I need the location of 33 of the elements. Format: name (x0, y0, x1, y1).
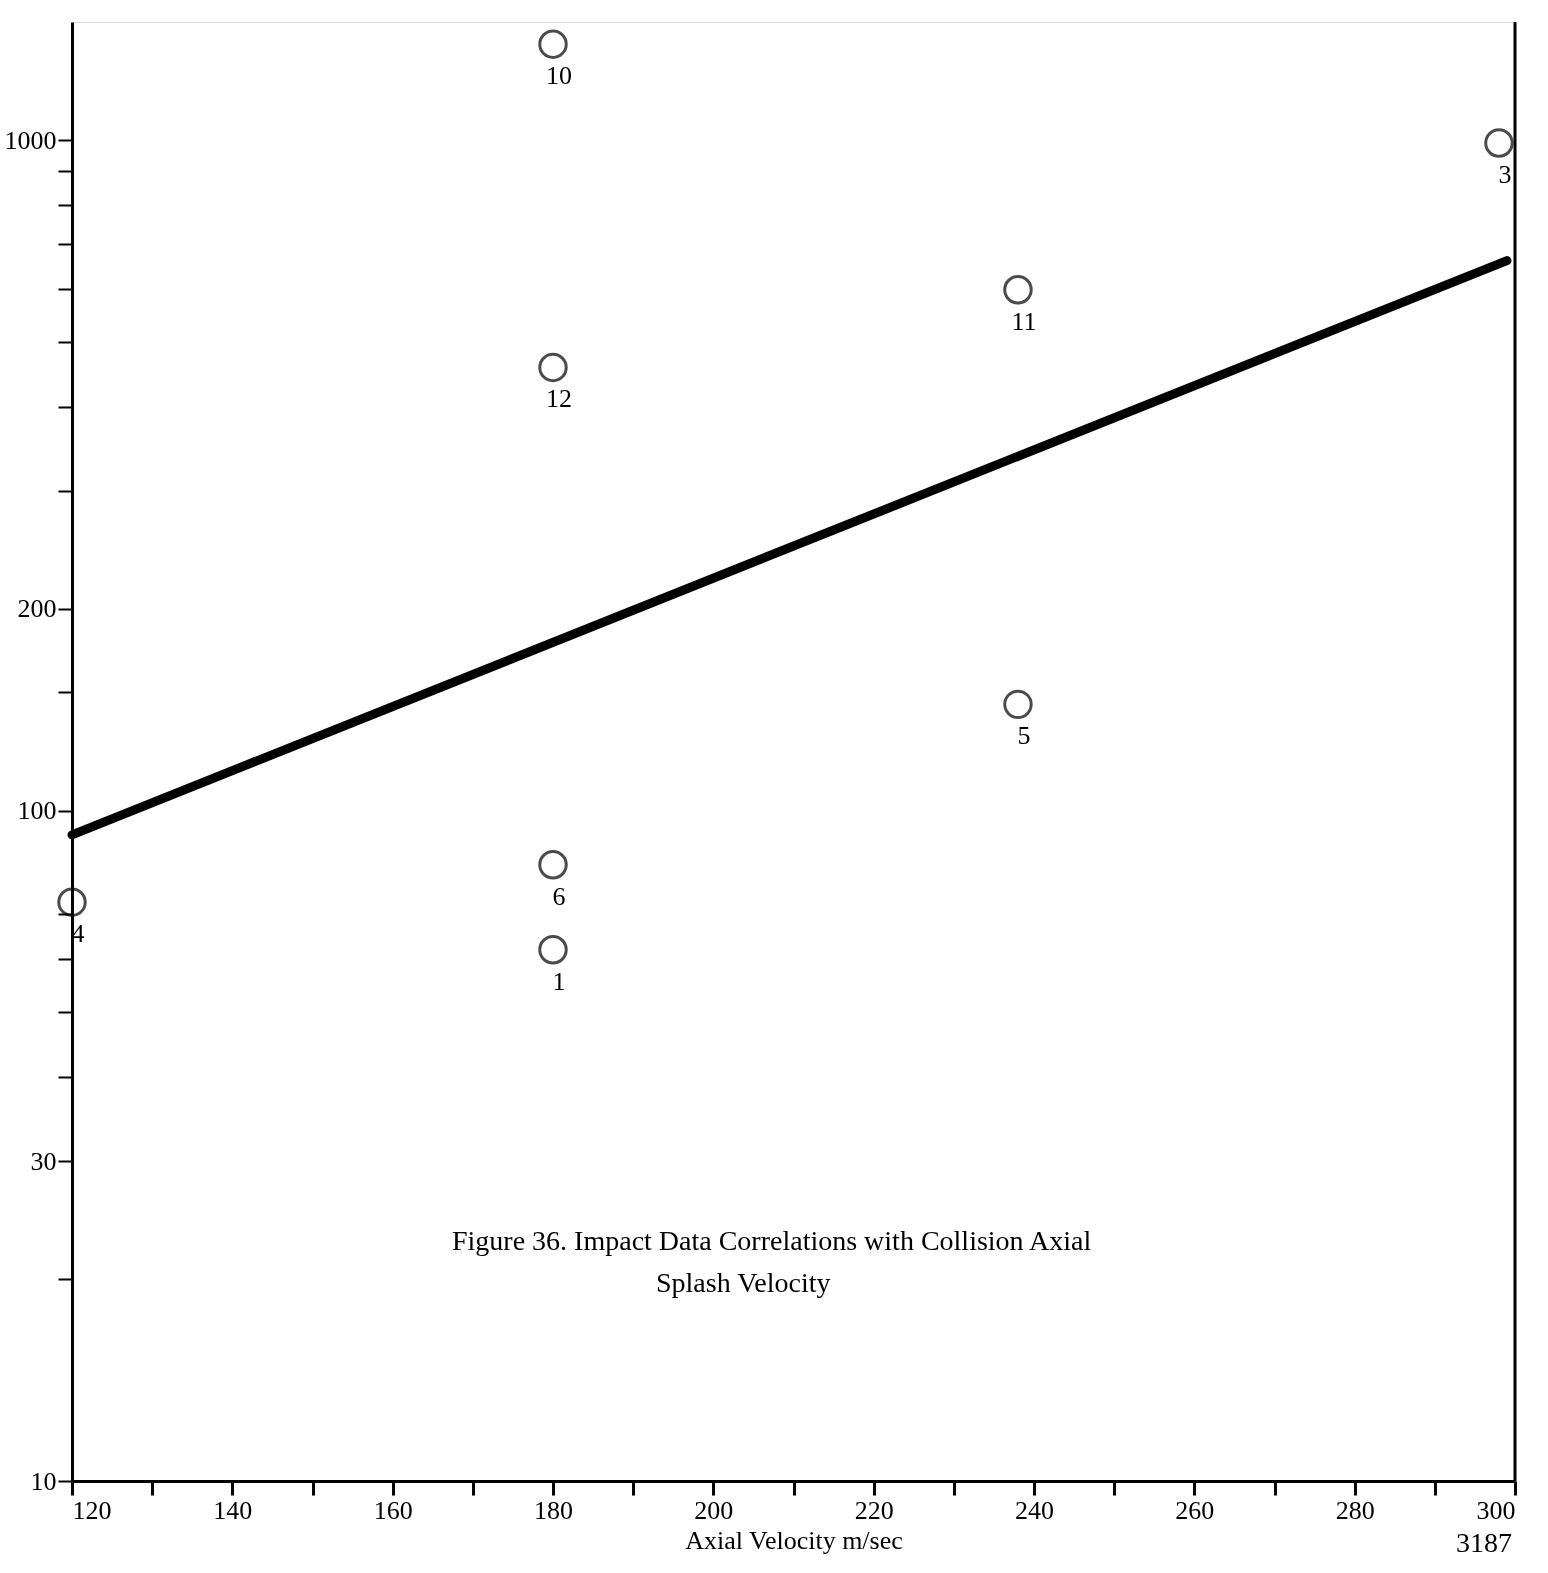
annotation: 11 (1011, 306, 1037, 336)
x-tick-label: 300 (1476, 1495, 1516, 1525)
point (1003, 689, 1033, 720)
x-tick-label: 160 (373, 1495, 413, 1525)
annotation: 12 (546, 384, 572, 414)
point (538, 935, 568, 965)
x-tick-label: 280 (1335, 1495, 1375, 1525)
annotation: 3 (1498, 159, 1512, 189)
x-tick-label: 200 (694, 1495, 734, 1525)
point (538, 352, 568, 383)
y-tick-label: 100 (17, 796, 57, 826)
x-tick-label: 240 (1015, 1495, 1054, 1525)
y-tick-label: 1000 (4, 125, 57, 155)
point (538, 850, 568, 880)
text: 3187 (1456, 1527, 1512, 1558)
y-tick-label: 10 (30, 1466, 57, 1496)
y-tick-label: 30 (30, 1146, 57, 1176)
x-tick-label: 220 (854, 1495, 894, 1525)
x-tick-label: 180 (534, 1495, 573, 1525)
annotation: 1 (552, 966, 566, 996)
x-tick-label: 140 (213, 1495, 253, 1525)
point (1003, 275, 1033, 305)
x-tick-label: 260 (1175, 1495, 1215, 1525)
annotation: 10 (546, 61, 572, 91)
y-tick-label: 200 (17, 594, 57, 624)
point (57, 887, 87, 917)
annotation: Figure 36. Impact Data Correlations with Collision Axial Splash Velocity (452, 1225, 1092, 1298)
point (1484, 128, 1514, 158)
annotation: 5 (1017, 721, 1031, 751)
x-axis-title: Axial Velocity m/sec (685, 1525, 903, 1555)
annotation: 6 (552, 881, 566, 911)
point (538, 29, 568, 59)
x-tick-label: 120 (72, 1495, 112, 1525)
